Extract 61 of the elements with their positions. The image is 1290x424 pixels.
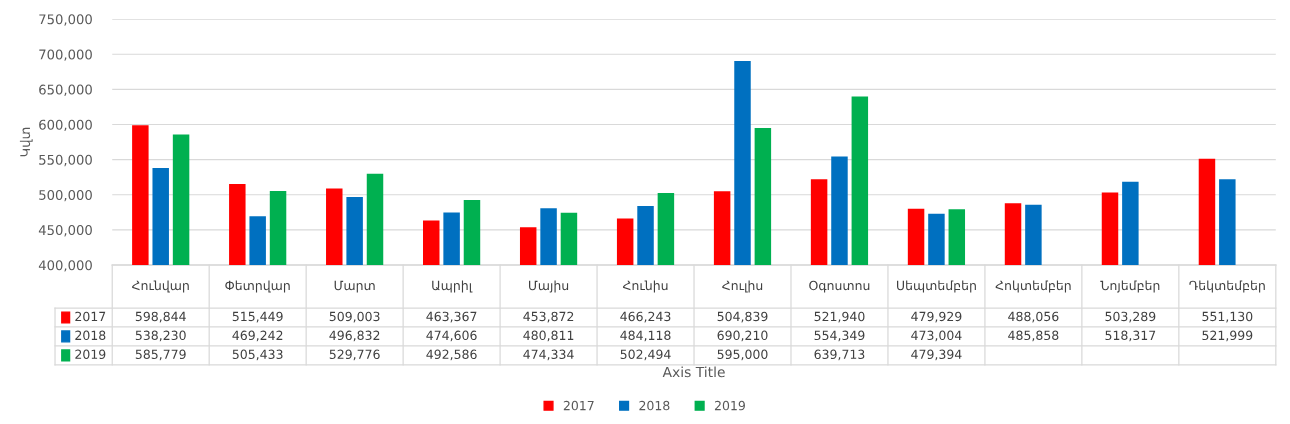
data-label: 503,289 bbox=[1105, 311, 1156, 323]
y-axis-title: Կվտ bbox=[19, 127, 33, 157]
data-label: 505,433 bbox=[232, 349, 283, 361]
y-tick-label: 550,000 bbox=[39, 154, 92, 167]
data-label: 502,494 bbox=[620, 349, 671, 361]
y-tick-label: 600,000 bbox=[39, 119, 92, 132]
data-label: 463,367 bbox=[426, 311, 477, 323]
y-tick-label: 500,000 bbox=[39, 189, 92, 202]
x-tick-label: Օգոստոս bbox=[809, 280, 870, 293]
data-label: 479,929 bbox=[911, 311, 962, 323]
data-label: 598,844 bbox=[135, 311, 186, 323]
x-tick-label: Ապրիլ bbox=[432, 280, 473, 293]
data-label: 488,056 bbox=[1008, 311, 1059, 323]
data-label: 515,449 bbox=[232, 311, 283, 323]
y-tick-label: 750,000 bbox=[39, 14, 92, 26]
data-label: 466,243 bbox=[620, 311, 671, 323]
text: 2017 bbox=[75, 311, 106, 322]
text: Axis Title bbox=[662, 366, 725, 378]
text: 2018 bbox=[75, 330, 106, 341]
data-label: 484,118 bbox=[620, 330, 671, 342]
x-tick-label: Մայիս bbox=[529, 280, 569, 293]
y-tick-label: 700,000 bbox=[39, 49, 92, 61]
x-tick-label: Հունիս bbox=[622, 280, 668, 293]
data-label: 518,317 bbox=[1105, 330, 1156, 342]
data-label: 585,779 bbox=[135, 349, 186, 361]
x-tick-label: Դեկտեմբեր bbox=[1189, 280, 1265, 293]
data-label: 538,230 bbox=[135, 330, 186, 342]
x-tick-label: Հուլիս bbox=[722, 280, 763, 293]
x-tick-label: Հոկտեմբեր bbox=[995, 280, 1071, 293]
data-label: 595,000 bbox=[717, 349, 768, 361]
x-tick-label: Սեպտեմբեր bbox=[897, 280, 976, 293]
data-label: 521,999 bbox=[1202, 330, 1253, 342]
y-tick-label: 400,000 bbox=[38, 260, 92, 272]
y-tick-label: 650,000 bbox=[39, 84, 92, 96]
data-label: 521,940 bbox=[814, 311, 865, 323]
legend-label: 2017 bbox=[563, 400, 594, 411]
legend-label: 2018 bbox=[639, 400, 670, 411]
text: 2019 bbox=[75, 349, 106, 359]
data-label: 474,334 bbox=[523, 349, 574, 361]
data-label: 453,872 bbox=[523, 311, 574, 323]
data-label: 639,713 bbox=[814, 349, 865, 361]
data-label: 554,349 bbox=[814, 330, 865, 342]
data-label: 485,858 bbox=[1008, 330, 1059, 342]
data-label: 480,811 bbox=[523, 330, 574, 342]
data-label: 473,004 bbox=[911, 330, 962, 342]
x-tick-label: Մարտ bbox=[334, 280, 375, 293]
x-tick-label: Հունվար bbox=[132, 280, 189, 293]
x-tick-label: Նոյեմբեր bbox=[1100, 280, 1160, 293]
data-label: 479,394 bbox=[911, 349, 962, 361]
data-label: 551,130 bbox=[1202, 311, 1253, 323]
data-label: 529,776 bbox=[329, 349, 380, 361]
data-label: 509,003 bbox=[329, 311, 380, 323]
y-tick-label: 450,000 bbox=[38, 225, 92, 237]
data-label: 504,839 bbox=[717, 311, 768, 323]
data-label: 690,210 bbox=[717, 330, 768, 342]
legend-label: 2019 bbox=[714, 400, 745, 411]
data-label: 474,606 bbox=[426, 330, 477, 342]
data-label: 492,586 bbox=[426, 349, 477, 361]
data-label: 496,832 bbox=[329, 330, 380, 342]
data-label: 469,242 bbox=[232, 330, 283, 342]
x-tick-label: Փետրվար bbox=[225, 280, 290, 293]
